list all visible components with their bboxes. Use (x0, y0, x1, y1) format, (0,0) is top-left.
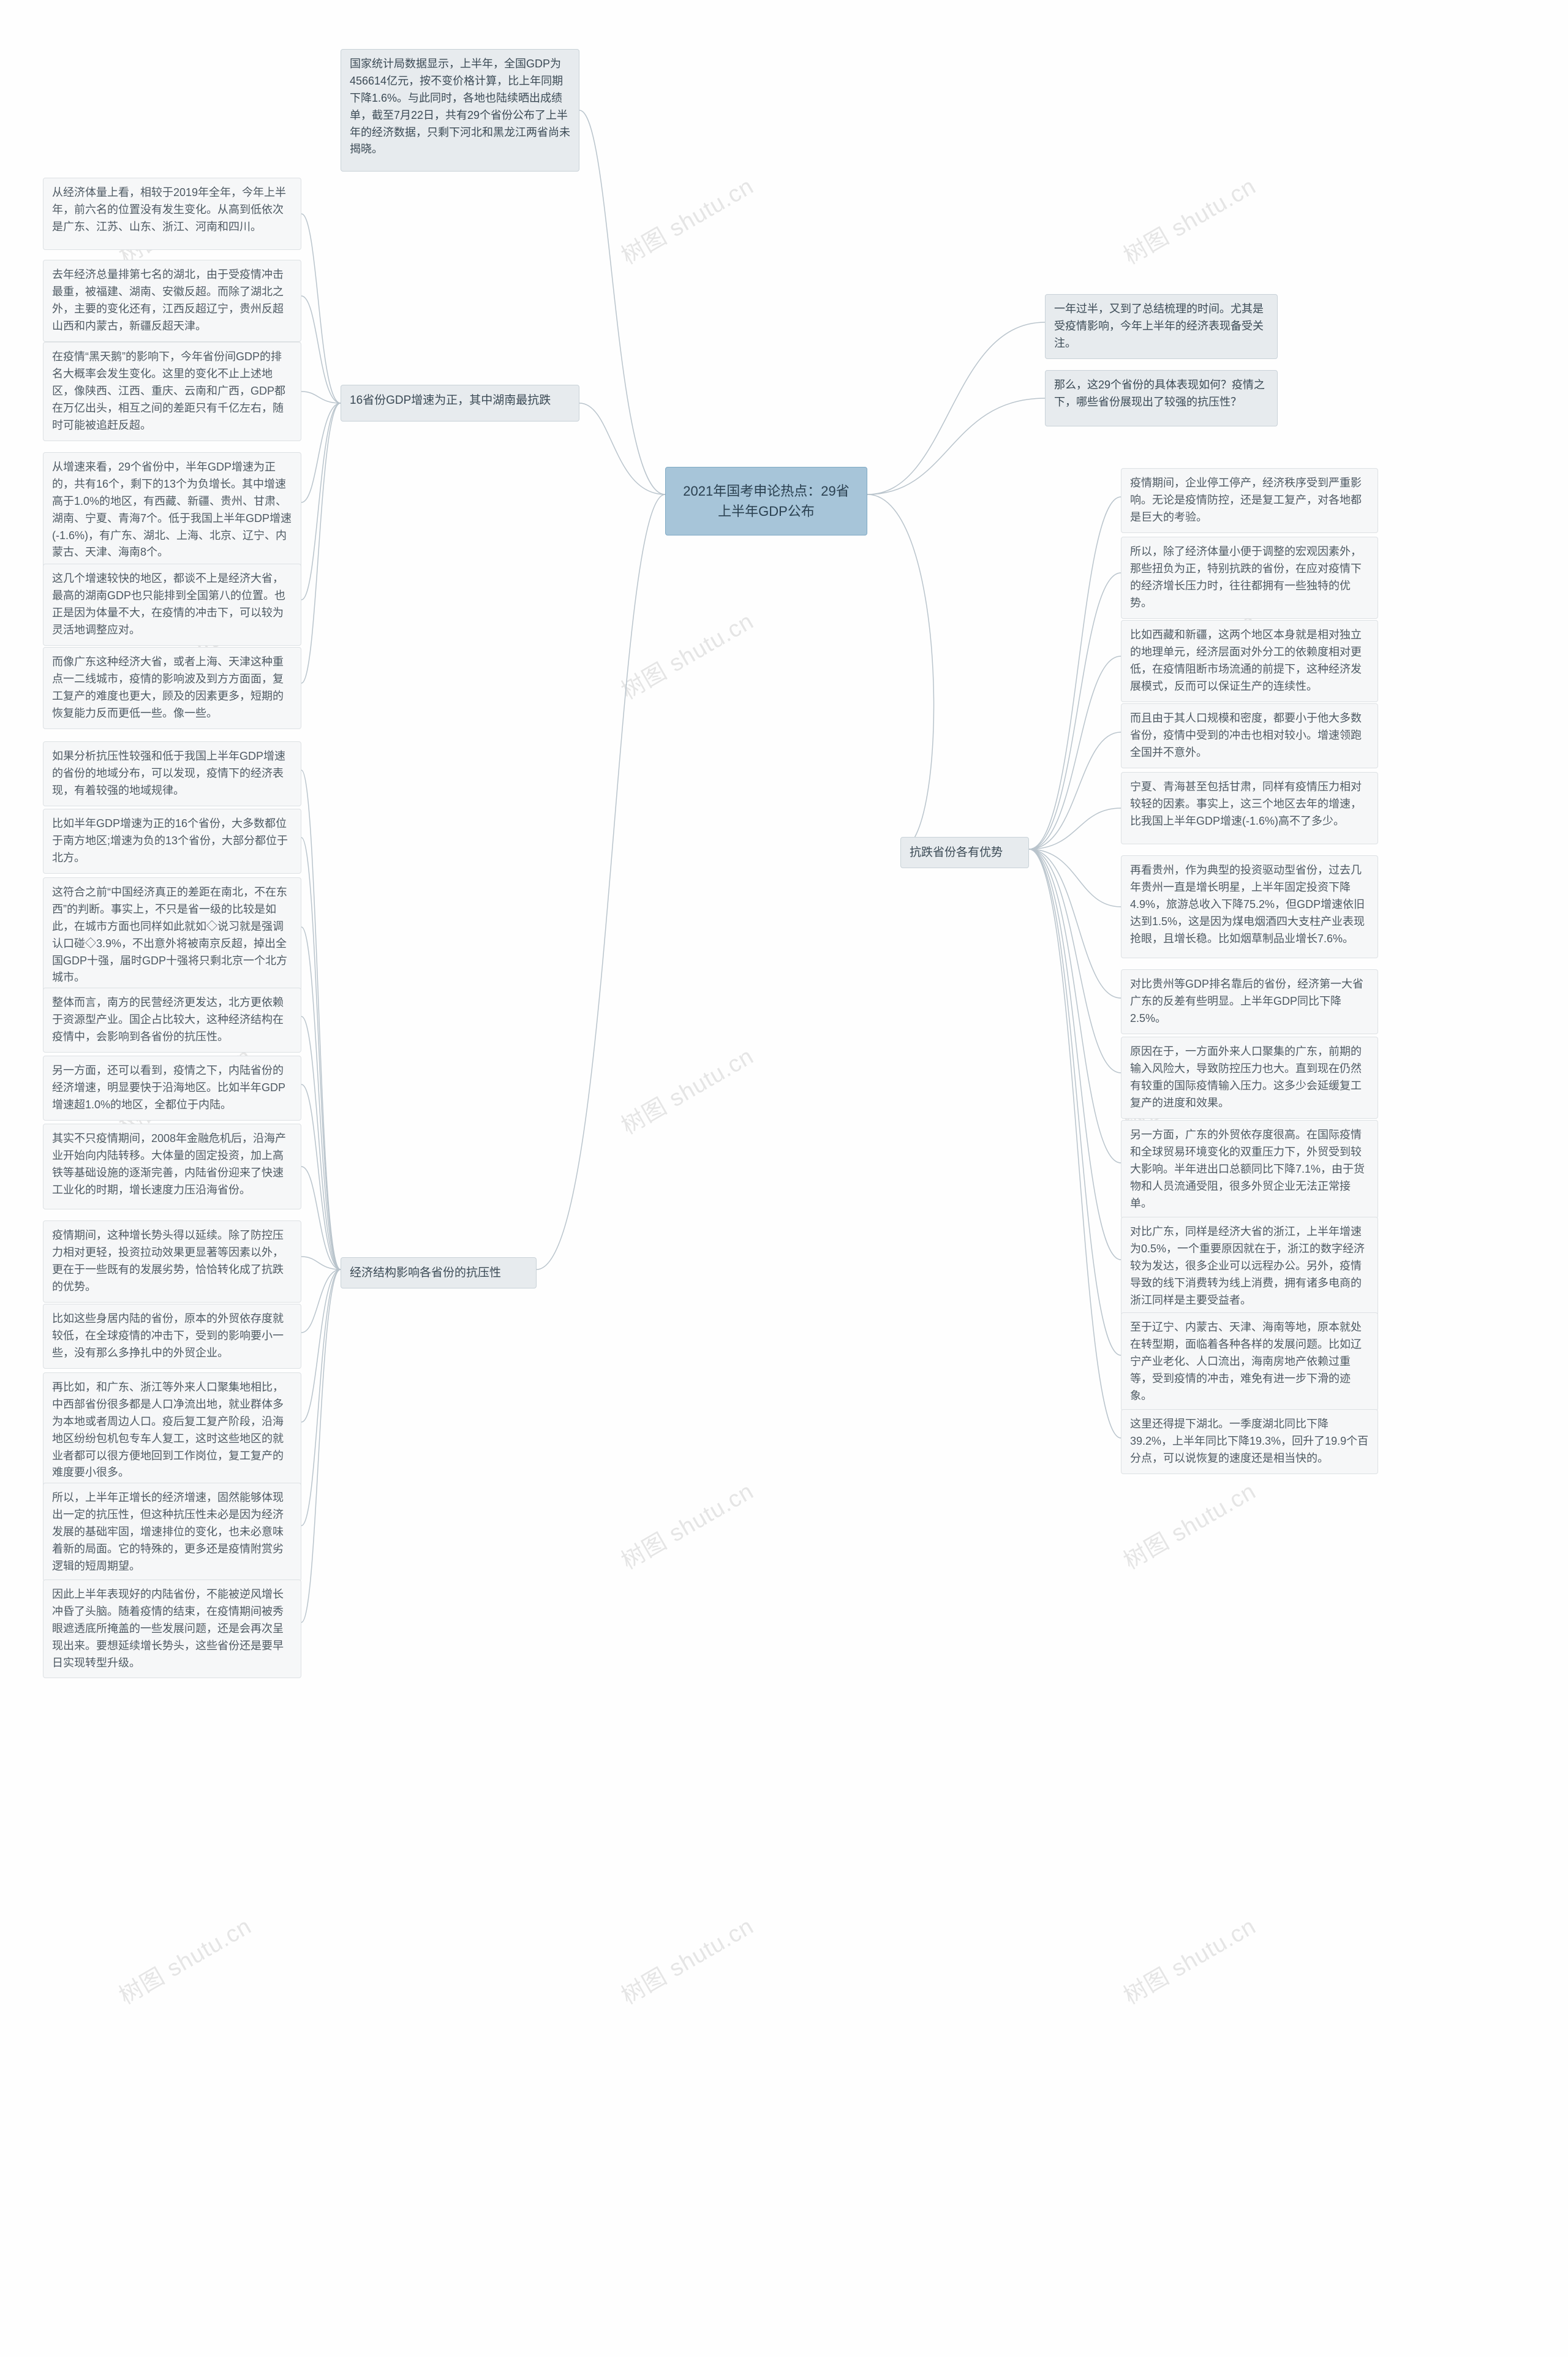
leaf-b1-2: 在疫情“黑天鹅”的影响下，今年省份间GDP的排名大概率会发生变化。这里的变化不止… (43, 342, 301, 441)
leaf-b3-5: 其实不只疫情期间，2008年金融危机后，沿海产业开始向内陆转移。大体量的固定投资… (43, 1124, 301, 1209)
leaf-b3-4: 另一方面，还可以看到，疫情之下，内陆省份的经济增速，明显要快于沿海地区。比如半年… (43, 1056, 301, 1121)
leaf-b3-2: 这符合之前“中国经济真正的差距在南北，不在东西”的判断。事实上，不只是省一级的比… (43, 877, 301, 993)
intro-block: 国家统计局数据显示，上半年，全国GDP为456614亿元，按不变价格计算，比上年… (341, 49, 579, 172)
leaf-b3-0: 如果分析抗压性较强和低于我国上半年GDP增速的省份的地域分布，可以发现，疫情下的… (43, 741, 301, 806)
leaf-b3-9: 所以，上半年正增长的经济增速，固然能够体现出一定的抗压性，但这种抗压性未必是因为… (43, 1483, 301, 1581)
leaf-b3-8: 再比如，和广东、浙江等外来人口聚集地相比，中西部省份很多都是人口净流出地，就业群… (43, 1372, 301, 1488)
leaf-b2-7: 原因在于，一方面外来人口聚集的广东，前期的输入风险大，导致防控压力也大。直到现在… (1121, 1037, 1378, 1119)
leaf-b1-4: 这几个增速较快的地区，都谈不上是经济大省，最高的湖南GDP也只能排到全国第八的位… (43, 564, 301, 646)
leaf-b2-10: 至于辽宁、内蒙古、天津、海南等地，原本就处在转型期，面临着各种各样的发展问题。比… (1121, 1312, 1378, 1411)
leaf-b1-5: 而像广东这种经济大省，或者上海、天津这种重点一二线城市，疫情的影响波及到方方面面… (43, 647, 301, 729)
leaf-b2-0: 疫情期间，企业停工停产，经济秩序受到严重影响。无论是疫情防控，还是复工复产，对各… (1121, 468, 1378, 533)
branch-b2: 抗跌省份各有优势 (900, 837, 1029, 868)
leaf-b1-0: 从经济体量上看，相较于2019年全年，今年上半年，前六名的位置没有发生变化。从高… (43, 178, 301, 250)
leaf-b2-3: 而且由于其人口规模和密度，都要小于他大多数省份，疫情中受到的冲击也相对较小。增速… (1121, 703, 1378, 768)
leaf-b3-1: 比如半年GDP增速为正的16个省份，大多数都位于南方地区;增速为负的13个省份，… (43, 809, 301, 874)
canvas: 树图 shutu.cn树图 shutu.cn树图 shutu.cn树图 shut… (0, 0, 1568, 2357)
leaf-b3-6: 疫情期间，这种增长势头得以延续。除了防控压力相对更轻，投资拉动效果更显著等因素以… (43, 1220, 301, 1303)
leaf-b3-7: 比如这些身居内陆的省份，原本的外贸依存度就较低，在全球疫情的冲击下，受到的影响要… (43, 1304, 301, 1369)
leaf-b3-10: 因此上半年表现好的内陆省份，不能被逆风增长冲昏了头脑。随着疫情的结束，在疫情期间… (43, 1580, 301, 1678)
leaf-b2-2: 比如西藏和新疆，这两个地区本身就是相对独立的地理单元，经济层面对外分工的依赖度相… (1121, 620, 1378, 702)
leaf-b2-4: 宁夏、青海甚至包括甘肃，同样有疫情压力相对较轻的因素。事实上，这三个地区去年的增… (1121, 772, 1378, 844)
right-intro-1: 那么，这29个省份的具体表现如何？疫情之下，哪些省份展现出了较强的抗压性？ (1045, 370, 1278, 426)
leaf-b1-1: 去年经济总量排第七名的湖北，由于受疫情冲击最重，被福建、湖南、安徽反超。而除了湖… (43, 260, 301, 342)
leaf-b2-8: 另一方面，广东的外贸依存度很高。在国际疫情和全球贸易环境变化的双重压力下，外贸受… (1121, 1120, 1378, 1219)
right-intro-0: 一年过半，又到了总结梳理的时间。尤其是受疫情影响，今年上半年的经济表现备受关注。 (1045, 294, 1278, 359)
leaf-b2-6: 对比贵州等GDP排名靠后的省份，经济第一大省广东的反差有些明显。上半年GDP同比… (1121, 969, 1378, 1034)
leaf-b2-11: 这里还得提下湖北。一季度湖北同比下降39.2%，上半年同比下降19.3%，回升了… (1121, 1409, 1378, 1474)
branch-b1: 16省份GDP增速为正，其中湖南最抗跌 (341, 385, 579, 422)
leaf-b2-1: 所以，除了经济体量小便于调整的宏观因素外，那些扭负为正，特别抗跌的省份，在应对疫… (1121, 537, 1378, 619)
leaf-b2-9: 对比广东，同样是经济大省的浙江，上半年增速为0.5%，一个重要原因就在于，浙江的… (1121, 1217, 1378, 1315)
root-node: 2021年国考申论热点：29省上半年GDP公布 (665, 467, 867, 535)
leaf-b1-3: 从增速来看，29个省份中，半年GDP增速为正的，共有16个，剩下的13个为负增长… (43, 452, 301, 568)
leaf-b2-5: 再看贵州，作为典型的投资驱动型省份，过去几年贵州一直是增长明星，上半年固定投资下… (1121, 855, 1378, 958)
branch-b3: 经济结构影响各省份的抗压性 (341, 1257, 537, 1288)
leaf-b3-3: 整体而言，南方的民营经济更发达，北方更依赖于资源型产业。国企占比较大，这种经济结… (43, 988, 301, 1053)
